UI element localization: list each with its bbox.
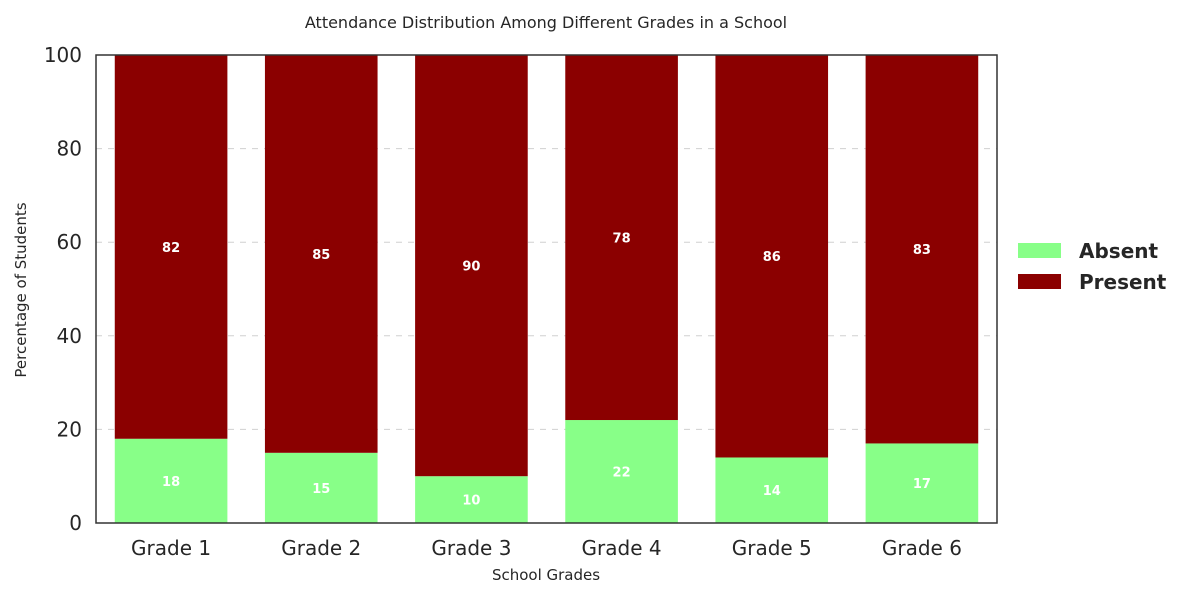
data-label-absent: 14	[763, 484, 781, 499]
data-label-absent: 18	[162, 475, 180, 490]
grid-lines	[96, 148, 997, 430]
bar-absent	[565, 420, 678, 523]
x-tick-label: Grade 4	[582, 536, 662, 560]
bar-present	[114, 55, 228, 439]
legend-label: Absent	[1079, 239, 1159, 263]
bar-present	[415, 55, 528, 477]
x-tick-label: Grade 3	[431, 536, 511, 560]
legend: Absent Present	[1018, 239, 1167, 294]
bar-present	[565, 55, 678, 421]
bar-absent	[264, 452, 378, 523]
data-label-present: 78	[613, 232, 631, 247]
y-tick-label: 80	[57, 137, 82, 161]
x-axis-label: School Grades	[492, 566, 600, 584]
plot-frame	[95, 54, 998, 524]
data-label-present: 82	[162, 241, 180, 256]
chart-title: Attendance Distribution Among Different …	[305, 13, 787, 32]
legend-swatch	[1018, 274, 1061, 289]
data-label-present: 86	[763, 250, 781, 265]
data-labels: 18 82 15 85 10 90 22 78 14 86 17 83	[162, 232, 931, 509]
y-axis-label: Percentage of Students	[12, 202, 30, 377]
data-label-absent: 17	[913, 477, 931, 492]
x-tick-label: Grade 1	[131, 536, 211, 560]
legend-label: Present	[1079, 270, 1167, 294]
data-label-absent: 22	[613, 466, 631, 481]
bar-absent	[114, 438, 228, 523]
data-label-present: 83	[913, 243, 931, 258]
x-axis-ticks: Grade 1 Grade 2 Grade 3 Grade 4 Grade 5 Grade…	[131, 536, 962, 560]
data-label-present: 90	[462, 260, 480, 275]
data-label-absent: 10	[462, 494, 480, 509]
bars	[114, 55, 979, 523]
data-label-present: 85	[312, 248, 330, 263]
bar-present	[865, 55, 979, 444]
y-tick-label: 40	[57, 324, 82, 348]
bar-absent	[415, 476, 528, 523]
x-tick-label: Grade 2	[281, 536, 361, 560]
bar-present	[715, 55, 829, 458]
bar-present	[264, 55, 378, 453]
x-tick-label: Grade 6	[882, 536, 962, 560]
y-axis-ticks: 0 20 40 60 80 100	[44, 43, 82, 535]
legend-swatch	[1018, 243, 1061, 258]
y-tick-label: 20	[57, 417, 82, 441]
data-label-absent: 15	[312, 482, 330, 497]
x-tick-label: Grade 5	[732, 536, 812, 560]
bar-absent	[865, 443, 979, 523]
bar-absent	[715, 457, 829, 523]
y-tick-label: 0	[69, 511, 82, 535]
y-tick-label: 60	[57, 230, 82, 254]
y-tick-label: 100	[44, 43, 82, 67]
